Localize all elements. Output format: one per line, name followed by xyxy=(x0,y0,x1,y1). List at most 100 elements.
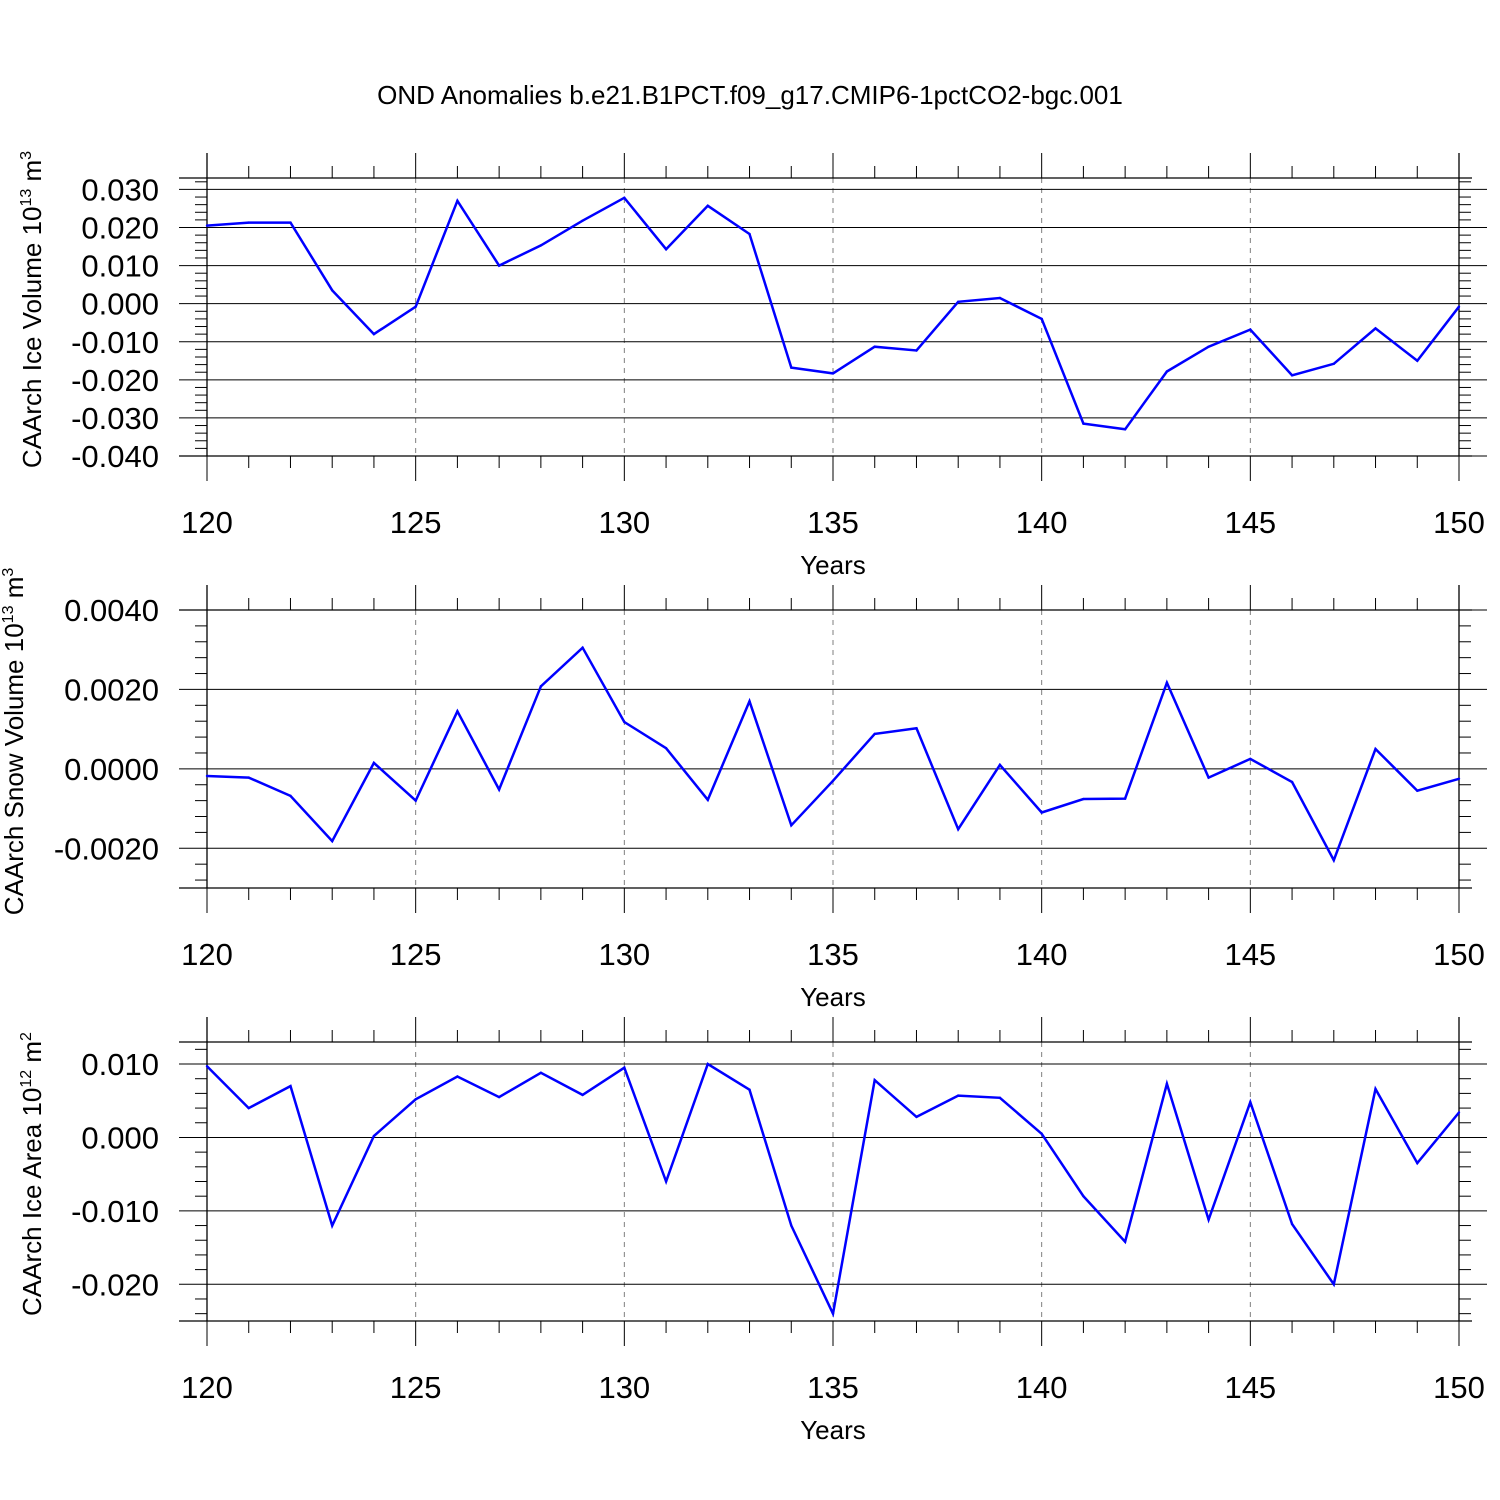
data-point xyxy=(414,1098,417,1101)
x-tick-label: 145 xyxy=(1224,937,1276,972)
data-point xyxy=(790,1224,793,1227)
data-point xyxy=(664,1180,668,1183)
x-tick-label: 135 xyxy=(807,937,859,972)
data-point xyxy=(1249,1101,1252,1104)
y-tick-label: 0.0040 xyxy=(64,593,159,628)
data-point xyxy=(289,1084,292,1088)
data-point xyxy=(1249,757,1252,761)
data-point xyxy=(414,305,417,308)
x-tick-label: 125 xyxy=(390,505,442,540)
data-point xyxy=(790,824,793,827)
data-point xyxy=(456,1075,459,1078)
data-point xyxy=(957,300,960,303)
data-point xyxy=(1457,305,1461,308)
data-point xyxy=(623,196,626,200)
y-axis-label: CAArch Ice Area 1012 m2 xyxy=(17,1032,47,1316)
data-point xyxy=(915,349,918,352)
y-tick-label: -0.0020 xyxy=(54,831,159,866)
data-point xyxy=(1165,681,1169,684)
data-point xyxy=(998,763,1002,767)
data-point xyxy=(748,1088,751,1091)
x-tick-label: 125 xyxy=(390,937,442,972)
data-point xyxy=(1165,370,1169,373)
y-tick-label: 0.010 xyxy=(81,249,159,284)
x-tick-label: 140 xyxy=(1016,1370,1068,1405)
x-tick-label: 130 xyxy=(598,505,650,540)
y-axis-label: CAArch Ice Volume 1013 m3 xyxy=(17,151,47,468)
x-tick-label: 135 xyxy=(807,505,859,540)
data-point xyxy=(372,761,376,765)
data-point xyxy=(1332,1283,1336,1286)
data-point xyxy=(205,774,209,778)
data-point xyxy=(1290,1222,1294,1226)
y-tick-label: 0.0020 xyxy=(64,672,159,707)
data-point xyxy=(831,372,835,375)
data-point xyxy=(790,366,793,369)
data-point xyxy=(915,1115,918,1119)
data-point xyxy=(1416,789,1419,792)
x-tick-label: 150 xyxy=(1433,937,1485,972)
data-point xyxy=(623,720,626,724)
data-point xyxy=(706,798,709,802)
x-tick-label: 145 xyxy=(1224,1370,1276,1405)
data-point xyxy=(1165,1082,1169,1086)
x-tick-label: 140 xyxy=(1016,505,1068,540)
data-point xyxy=(1416,359,1419,362)
data-point xyxy=(1082,797,1085,801)
data-point xyxy=(247,221,250,224)
data-point xyxy=(1082,1194,1085,1198)
data-point xyxy=(581,219,584,222)
y-tick-label: 0.0000 xyxy=(64,752,159,787)
y-tick-label: -0.010 xyxy=(71,1194,159,1229)
y-axis-label: CAArch Snow Volume 1013 m3 xyxy=(0,568,29,916)
y-tick-label: 0.000 xyxy=(81,287,159,322)
x-tick-label: 130 xyxy=(598,1370,650,1405)
y-tick-label: -0.010 xyxy=(71,325,159,360)
x-axis-label: Years xyxy=(800,550,866,580)
data-point xyxy=(831,779,835,782)
data-point xyxy=(706,1062,709,1066)
data-point xyxy=(998,296,1002,300)
x-tick-label: 125 xyxy=(390,1370,442,1405)
data-point xyxy=(205,1065,209,1068)
data-point xyxy=(1374,1087,1377,1091)
data-point xyxy=(1040,317,1043,321)
data-point xyxy=(664,747,668,750)
data-point xyxy=(1040,1132,1043,1135)
x-tick-label: 150 xyxy=(1433,505,1485,540)
data-point xyxy=(1457,777,1461,780)
data-point xyxy=(1290,780,1294,784)
data-point xyxy=(1416,1161,1419,1165)
data-point xyxy=(1290,374,1294,377)
data-point xyxy=(873,732,876,736)
data-point xyxy=(706,204,709,207)
data-point xyxy=(957,828,960,831)
chart-title: OND Anomalies b.e21.B1PCT.f09_g17.CMIP6-… xyxy=(377,80,1123,110)
y-tick-label: -0.030 xyxy=(71,401,159,436)
y-tick-label: -0.040 xyxy=(71,439,159,474)
data-point xyxy=(205,224,209,227)
data-point xyxy=(1332,362,1336,366)
data-point xyxy=(1207,345,1210,348)
data-point xyxy=(497,1095,501,1099)
data-point xyxy=(372,332,376,336)
y-tick-label: 0.010 xyxy=(81,1047,159,1082)
data-point xyxy=(1040,811,1043,814)
data-point xyxy=(748,232,751,236)
data-point xyxy=(331,839,334,843)
x-tick-label: 120 xyxy=(181,1370,233,1405)
y-tick-label: 0.030 xyxy=(81,172,159,207)
data-point xyxy=(1123,797,1127,800)
data-point xyxy=(1249,328,1252,331)
x-tick-label: 145 xyxy=(1224,505,1276,540)
data-point xyxy=(1207,1218,1210,1221)
data-point xyxy=(497,788,501,791)
y-tick-label: 0.020 xyxy=(81,211,159,246)
data-point xyxy=(539,244,543,247)
data-point xyxy=(1457,1111,1461,1114)
data-point xyxy=(915,727,918,730)
data-point xyxy=(456,199,459,203)
x-tick-label: 150 xyxy=(1433,1370,1485,1405)
